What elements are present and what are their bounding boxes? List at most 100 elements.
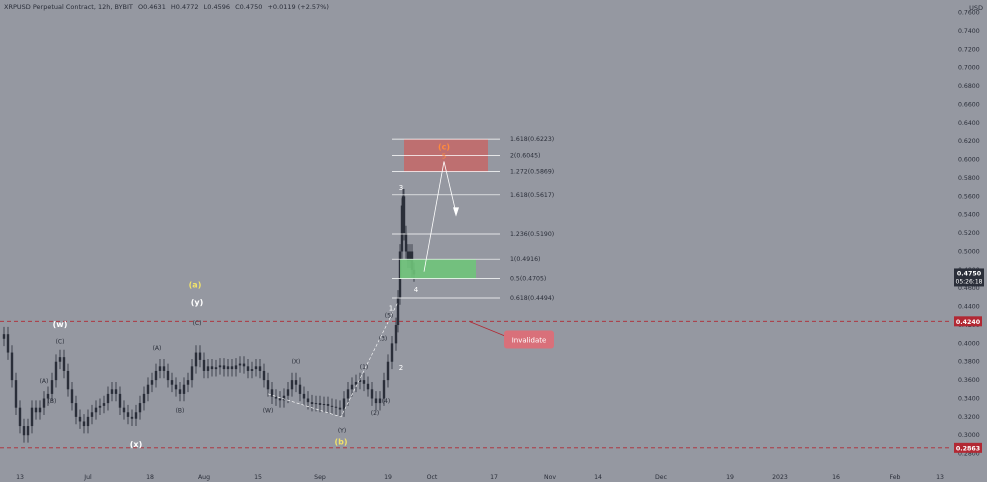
wave-label: 5 — [442, 153, 446, 161]
candle-body — [186, 380, 190, 385]
candle-body — [190, 366, 194, 381]
wave-label: (5) — [385, 313, 394, 320]
candle-body — [338, 407, 342, 410]
candle-body — [142, 393, 146, 404]
candle-body — [386, 361, 390, 381]
candle-body — [408, 251, 412, 261]
candle-body — [230, 366, 234, 370]
candle-body — [18, 407, 22, 427]
candle-body — [346, 389, 350, 399]
y-tick-label: 0.3600 — [958, 377, 980, 384]
candle-body — [122, 407, 126, 413]
y-tick-label: 0.3200 — [958, 414, 980, 421]
candle-body — [404, 233, 408, 252]
candle-body — [254, 366, 258, 370]
candle-body — [390, 343, 394, 362]
candle-body — [118, 393, 122, 408]
candle-body — [334, 406, 338, 408]
candle-body — [214, 367, 218, 370]
candle-body — [62, 357, 66, 371]
candle-body — [290, 380, 294, 390]
candle-body — [318, 403, 322, 405]
candle-body — [54, 361, 58, 381]
candle-body — [126, 412, 130, 417]
y-tick-label: 0.5200 — [958, 230, 980, 237]
candle-body — [374, 398, 378, 404]
candle-body — [222, 365, 226, 370]
wave-label: (y) — [191, 298, 204, 307]
invalidate-label: Invalidate — [512, 337, 547, 345]
candle-body — [134, 412, 138, 419]
candle-body — [174, 384, 178, 390]
candle-body — [370, 389, 374, 399]
candle-body — [138, 403, 142, 413]
candle-body — [158, 366, 162, 371]
candle-body — [10, 352, 14, 381]
candle-body — [294, 380, 298, 385]
candle-body — [250, 369, 254, 371]
candle-body — [310, 402, 314, 405]
wave-connector — [267, 301, 399, 418]
x-tick-label: 13 — [16, 474, 24, 481]
x-tick-label: 14 — [594, 474, 602, 481]
open-value: O0.4631 — [137, 3, 166, 11]
candle-body — [246, 366, 250, 371]
candle-body — [46, 393, 50, 399]
y-tick-label: 0.5400 — [958, 212, 980, 219]
symbol-label: XRPUSD Perpetual Contract, 12h, BYBIT — [4, 3, 133, 11]
candle-body — [182, 384, 186, 394]
fib-label: 1.618(0.5617) — [510, 192, 554, 199]
candle-body — [70, 389, 74, 404]
candle-body — [150, 380, 154, 385]
x-tick-label: 16 — [832, 474, 840, 481]
x-tick-label: 2023 — [772, 474, 788, 481]
candle-body — [22, 426, 26, 436]
x-tick-label: 18 — [146, 474, 154, 481]
wave-label: (1) — [360, 364, 369, 371]
candle-body — [6, 334, 10, 353]
candle-body — [326, 404, 330, 406]
low-value: L0.4596 — [203, 3, 231, 11]
candle-body — [354, 381, 358, 385]
y-tick-label: 0.3800 — [958, 359, 980, 366]
candle-body — [42, 398, 46, 408]
countdown-text: 05:26:18 — [956, 278, 983, 285]
candle-body — [226, 366, 230, 370]
wave-label: 1 — [389, 304, 393, 312]
candle-body — [218, 365, 222, 368]
projection-line — [443, 161, 457, 213]
projection-arrow-icon — [453, 207, 459, 217]
x-tick-label: Jul — [83, 474, 92, 481]
wave-label: 2 — [399, 364, 403, 372]
price-axis — [952, 0, 987, 482]
fib-label: 1.236(0.5190) — [510, 231, 554, 238]
candle-body — [286, 389, 290, 396]
wave-label: (C) — [56, 338, 65, 345]
candle-body — [396, 297, 400, 325]
candle-body — [86, 416, 90, 427]
candle-body — [262, 370, 266, 381]
candle-body — [162, 366, 166, 371]
wave-label: (4) — [382, 398, 391, 405]
fib-label: 0.618(0.4494) — [510, 295, 554, 302]
projection-line — [423, 161, 445, 272]
close-value: C0.4750 — [235, 3, 263, 11]
candle-body — [2, 334, 6, 339]
wave-label: (3) — [379, 336, 388, 343]
candle-body — [382, 380, 386, 399]
candle-body — [114, 389, 118, 394]
wave-label: (B) — [176, 407, 185, 414]
low-price-tag-text: 0.2863 — [956, 445, 980, 452]
x-tick-label: 19 — [384, 474, 392, 481]
candle-body — [306, 398, 310, 403]
wave-label: (A) — [40, 378, 49, 385]
y-tick-label: 0.4600 — [958, 285, 980, 292]
candle-body — [178, 389, 182, 394]
candle-body — [210, 366, 214, 370]
wave-label: (W) — [263, 407, 274, 414]
candle-body — [330, 405, 334, 407]
symbol-header: XRPUSD Perpetual Contract, 12h, BYBIT O0… — [4, 3, 332, 11]
candle-body — [350, 384, 354, 390]
